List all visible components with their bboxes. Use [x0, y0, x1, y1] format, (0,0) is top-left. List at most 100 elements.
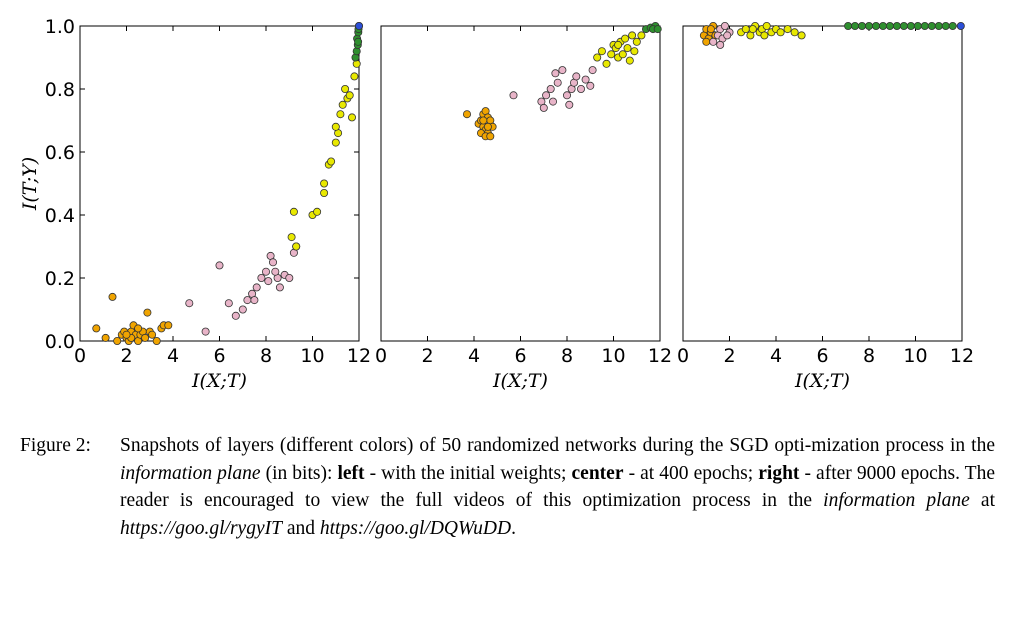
data-point — [331, 138, 340, 147]
data-point — [257, 273, 266, 282]
data-point — [844, 21, 853, 30]
data-point — [108, 292, 117, 301]
data-point — [292, 242, 301, 251]
series-3 — [844, 21, 957, 30]
caption-link-2[interactable]: https://goo.gl/DQWuDD — [319, 517, 512, 539]
data-point — [164, 321, 173, 330]
series-0 — [92, 292, 173, 345]
series-0 — [462, 107, 497, 141]
x-tick-label: 8 — [260, 345, 272, 367]
data-point — [215, 261, 224, 270]
x-tick-label: 4 — [770, 345, 782, 367]
series-1 — [509, 66, 597, 112]
data-point — [593, 53, 602, 62]
series-4 — [354, 21, 363, 30]
caption-link-1[interactable]: https://goo.gl/rygyIT — [120, 517, 282, 539]
data-point — [851, 21, 860, 30]
caption-label: Figure 2: — [20, 435, 91, 456]
x-tick-label: 8 — [863, 345, 875, 367]
data-point — [630, 47, 639, 56]
data-point — [238, 305, 247, 314]
data-point — [941, 21, 950, 30]
plot-frame — [380, 25, 661, 342]
data-point — [797, 31, 806, 40]
data-point — [345, 91, 354, 100]
data-point — [872, 21, 881, 30]
data-point — [462, 110, 471, 119]
data-point — [723, 31, 732, 40]
data-point — [618, 50, 627, 59]
data-point — [261, 267, 270, 276]
data-point — [790, 28, 799, 37]
data-point — [709, 37, 718, 46]
x-tick-label: 4 — [468, 345, 480, 367]
plot-frame — [79, 25, 360, 342]
data-point — [760, 31, 769, 40]
data-point — [956, 21, 965, 30]
data-point — [716, 40, 725, 49]
data-point — [913, 21, 922, 30]
caption-text-3: - with the initial weights; — [364, 462, 572, 484]
data-point — [614, 40, 623, 49]
data-point — [483, 122, 492, 131]
data-point — [632, 37, 641, 46]
data-point — [551, 69, 560, 78]
data-point — [858, 21, 867, 30]
data-point — [264, 277, 273, 286]
data-point — [563, 91, 572, 100]
y-tick-label: 0.2 — [45, 268, 75, 290]
y-tick-label: 0.6 — [45, 142, 75, 164]
data-point — [271, 267, 280, 276]
y-tick-label: 0.8 — [45, 79, 75, 101]
panel-left: 0 2 4 6 8 10 12 0.0 0.2 0.4 0.6 0.8 1.0 I(X;T) I(T;Y) — [19, 16, 371, 392]
panel-center: 0 2 4 6 8 10 12 I(X;T) — [375, 21, 672, 392]
x-tick-label: 12 — [648, 345, 672, 367]
caption-bold-left: left — [337, 462, 365, 484]
x-axis-label: I(X;T) — [794, 370, 850, 392]
data-point — [347, 113, 356, 122]
caption-text-1: Snapshots of layers (different colors) o… — [120, 435, 995, 456]
panel-right: 0 2 4 6 8 10 12 I(X;T) — [677, 21, 974, 392]
data-point — [320, 179, 329, 188]
data-point — [927, 21, 936, 30]
data-point — [879, 21, 888, 30]
data-point — [134, 324, 143, 333]
data-point — [885, 21, 894, 30]
x-tick-label: 0 — [74, 345, 86, 367]
data-point — [185, 299, 194, 308]
data-point — [354, 21, 363, 30]
caption-text-6: at — [969, 490, 995, 511]
data-point — [113, 336, 122, 345]
data-point — [748, 25, 757, 34]
series-4 — [956, 21, 965, 30]
x-tick-label: 12 — [347, 345, 371, 367]
data-point — [906, 21, 915, 30]
plot-frame — [682, 25, 963, 342]
y-tick-label: 0.4 — [45, 205, 75, 227]
caption-text-8: . — [511, 517, 516, 539]
data-point — [250, 296, 259, 305]
data-point — [152, 336, 161, 345]
y-tick-label: 1.0 — [45, 16, 75, 38]
data-point — [762, 21, 771, 30]
data-point — [865, 21, 874, 30]
data-point — [546, 85, 555, 94]
x-tick-label: 10 — [903, 345, 927, 367]
figure-scatter-panels: 0 2 4 6 8 10 120.00.20.40.60.81.0I(X;T)I(T;Y)0… — [19, 16, 974, 392]
caption-text-5: - after 9000 epochs. The reader is encou… — [120, 462, 995, 512]
data-point — [602, 59, 611, 68]
x-tick-label: 4 — [167, 345, 179, 367]
y-tick-label: 0.0 — [45, 331, 75, 353]
x-axis-label: I(X;T) — [492, 370, 548, 392]
series-1 — [709, 21, 734, 49]
x-tick-label: 10 — [601, 345, 625, 367]
data-point — [338, 100, 347, 109]
x-tick-label: 2 — [120, 345, 132, 367]
data-point — [327, 157, 336, 166]
data-point — [625, 56, 634, 65]
data-point — [287, 233, 296, 242]
figure-caption: Figure 2: Snapshots of layers (different… — [20, 432, 995, 542]
caption-text-4: - at 400 epochs; — [623, 462, 759, 484]
data-point — [899, 21, 908, 30]
data-point — [148, 330, 157, 339]
